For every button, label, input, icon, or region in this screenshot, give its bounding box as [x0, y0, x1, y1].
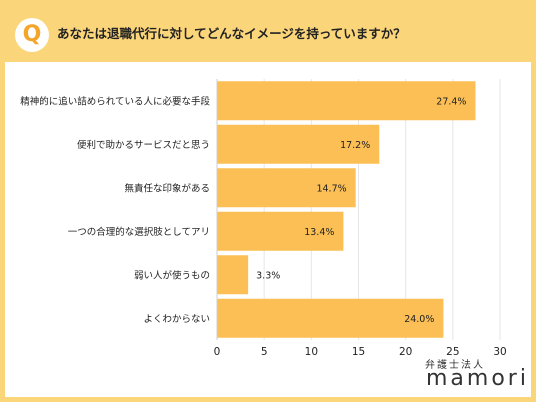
data-label: 14.7% — [316, 183, 346, 194]
data-label: 13.4% — [304, 227, 334, 238]
x-tick-label: 15 — [352, 346, 365, 358]
x-tick-label: 30 — [493, 346, 506, 358]
x-tick-label: 25 — [446, 346, 459, 358]
bar — [217, 255, 249, 295]
bar — [217, 124, 380, 164]
category-label: 弱い人が使うもの — [134, 269, 210, 281]
bar — [217, 81, 476, 121]
x-tick-label: 0 — [214, 346, 221, 358]
bar — [217, 298, 444, 338]
category-label: 精神的に追い詰められている人に必要な手段 — [20, 95, 210, 107]
x-tick-label: 20 — [399, 346, 412, 358]
category-label: 一つの合理的な選択肢としてアリ — [68, 226, 210, 238]
logo-subtitle: 弁護士法人 — [425, 360, 485, 371]
data-label: 3.3% — [256, 270, 280, 281]
x-tick-label: 5 — [261, 346, 268, 358]
x-tick-label: 10 — [305, 346, 318, 358]
bar — [217, 211, 344, 251]
q-badge: Q — [15, 18, 49, 52]
bar — [217, 168, 356, 208]
question-header: Q あなたは退職代行に対してどんなイメージを持っていますか？ — [5, 5, 531, 62]
question-text: あなたは退職代行に対してどんなイメージを持っていますか？ — [57, 26, 406, 41]
q-badge-letter: Q — [22, 22, 42, 47]
data-label: 24.0% — [404, 314, 434, 325]
logo-name: mamori — [426, 366, 529, 391]
category-label: 便利で助かるサービスだと思う — [77, 139, 210, 151]
data-label: 27.4% — [436, 96, 466, 107]
data-label: 17.2% — [340, 140, 370, 151]
category-label: よくわからない — [143, 314, 210, 325]
category-label: 無責任な印象がある — [124, 182, 210, 194]
